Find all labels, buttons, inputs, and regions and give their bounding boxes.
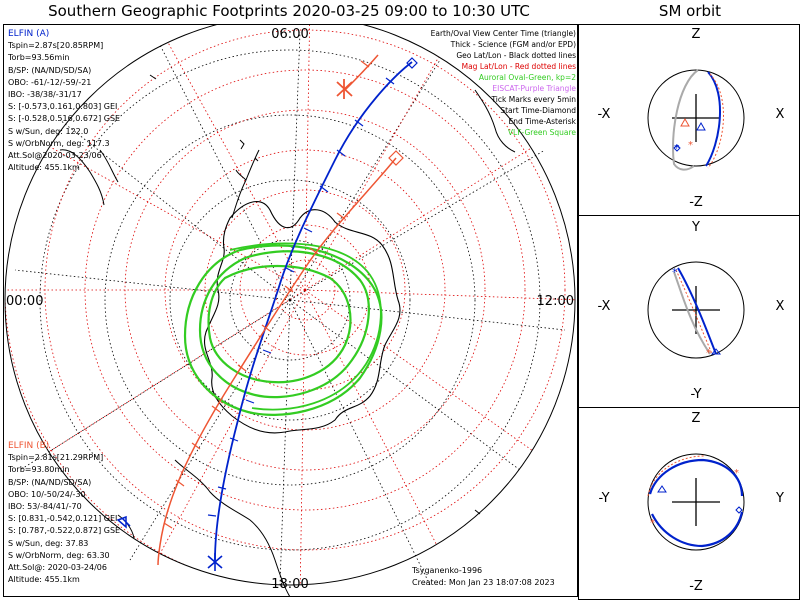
elfin-a-line: S: [-0.573,0.161,0.803] GEI xyxy=(8,102,118,112)
legend-item: Tick Marks every 5min xyxy=(491,95,576,104)
africa-coastline xyxy=(474,89,516,153)
elfin-b-line: Att.Sol@: 2020-03-24/06 xyxy=(8,563,107,573)
elfin-b-track xyxy=(157,54,404,566)
legend-item: VLF-Green Square xyxy=(507,128,576,137)
svg-text:*: * xyxy=(650,518,655,529)
legend-item: Earth/Oval View Center Time (triangle) xyxy=(430,29,576,38)
sm-axis-bottom: -Z xyxy=(689,195,703,210)
elfin-b-line: S: [0.831,-0.542,0.121] GEI xyxy=(8,514,118,524)
legend-item: Thick - Science (FGM and/or EPD) xyxy=(450,40,576,49)
sm-axis-bottom: -Y xyxy=(690,387,701,402)
sm-axis-left: -Y xyxy=(598,491,609,506)
sm-axis-left: -X xyxy=(598,107,611,122)
elfin-b-info: ELFIN (B) Tspin=2.81s[21.29RPM] Torb=93.… xyxy=(8,440,120,586)
credit-created: Created: Mon Jan 23 18:07:08 2023 xyxy=(412,578,555,588)
elfin-b-line: B/SP: (NA/ND/SD/SA) xyxy=(8,477,92,487)
elfin-a-start-diamond xyxy=(406,57,418,69)
credit-model: Tsyganenko-1996 xyxy=(412,566,483,575)
geo-grid xyxy=(14,31,566,586)
elfin-a-line: IBO: -38/38/-31/17 xyxy=(8,90,82,100)
elfin-a-line: S: [-0.528,0.516,0.672] GSE xyxy=(8,114,121,124)
svg-text:*: * xyxy=(706,348,711,359)
sm-axis-left: -X xyxy=(598,299,611,314)
elfin-b-end-asterisk xyxy=(336,79,353,99)
footprint-map-panel xyxy=(3,24,578,597)
mag-grid xyxy=(5,25,575,585)
footprint-map-canvas: 06:00 00:00 12:00 18:00 xyxy=(4,25,576,596)
legend-item: EISCAT-Purple Triangle xyxy=(492,84,576,93)
globe-outline xyxy=(4,25,576,586)
legend-item: End Time-Asterisk xyxy=(508,117,576,126)
sm-panel-1: * * Z -Z -X X xyxy=(598,27,785,210)
elfin-b-line: Altitude: 455.1km xyxy=(8,575,80,585)
elfin-a-title: ELFIN (A) xyxy=(8,29,50,39)
sm-axis-top: Z xyxy=(692,27,701,42)
sm-orbit-canvas: * * Z -Z -X X * * Y -Y -X X xyxy=(598,27,785,594)
sm-panel-2: * * Y -Y -X X xyxy=(598,220,785,402)
south-america-coastline xyxy=(117,459,291,596)
elfin-a-line: S w/Sun, deg: 122.0 xyxy=(8,126,89,136)
australia-coastline xyxy=(59,149,119,206)
sm-axis-right: X xyxy=(776,299,785,314)
svg-text:*: * xyxy=(688,140,693,151)
sm-axis-bottom: -Z xyxy=(689,579,703,594)
sm-axis-right: X xyxy=(776,107,785,122)
islands xyxy=(149,74,481,515)
page-title: Southern Geographic Footprints 2020-03-2… xyxy=(48,2,530,20)
elfin-b-line: S: [0.787,-0.522,0.872] GSE xyxy=(8,526,121,536)
elfin-a-line: OBO: -61/-12/-59/-21 xyxy=(8,77,92,87)
elfin-b-title: ELFIN (B) xyxy=(8,441,50,451)
auroral-oval xyxy=(183,242,383,416)
elfin-b-line: S w/OrbNorm, deg: 63.30 xyxy=(8,550,110,560)
elfin-b-line: IBO: 53/-84/41/-70 xyxy=(8,502,82,512)
elfin-b-line: Tspin=2.81s[21.29RPM] xyxy=(8,453,104,463)
elfin-a-track xyxy=(207,57,418,571)
sm-axis-top: Z xyxy=(692,411,701,426)
station-marker xyxy=(116,515,131,529)
elfin-a-end-asterisk xyxy=(207,553,223,571)
svg-text:*: * xyxy=(674,142,680,155)
legend-item: Auroral Oval-Green, kp=2 xyxy=(478,73,576,82)
elfin-b-line: S w/Sun, deg: 37.83 xyxy=(8,538,89,548)
sm-axis-top: Y xyxy=(691,220,700,235)
antarctic-peninsula xyxy=(231,149,260,219)
elfin-b-line: Torb=93.80min xyxy=(8,465,70,475)
svg-text:*: * xyxy=(672,266,678,279)
clock-label-bottom: 18:00 xyxy=(271,577,308,592)
elfin-a-line: B/SP: (NA/ND/SD/SA) xyxy=(8,65,92,75)
elfin-a-line: Torb=93.56min xyxy=(8,53,70,63)
sm-axis-right: Y xyxy=(775,491,784,506)
elfin-b-start-diamond xyxy=(388,150,404,166)
elfin-a-line: Tspin=2.87s[20.85RPM] xyxy=(8,41,104,51)
sm-orbit-title: SM orbit xyxy=(658,2,722,20)
legend-item: Mag Lat/Lon - Red dotted lines xyxy=(461,62,576,71)
svg-text:*: * xyxy=(734,468,739,479)
map-legend: Earth/Oval View Center Time (triangle) T… xyxy=(431,28,576,138)
clock-label-top: 06:00 xyxy=(271,27,308,42)
legend-item: Start Time-Diamond xyxy=(500,106,576,115)
elfin-a-line: S w/OrbNorm, deg: 117.3 xyxy=(8,138,110,148)
credits: Tsyganenko-1996 Created: Mon Jan 23 18:0… xyxy=(412,565,555,589)
elfin-b-line: OBO: 10/-50/24/-30 xyxy=(8,489,86,499)
sm-panel-3: * * Z -Z -Y Y xyxy=(598,411,784,594)
elfin-a-info: ELFIN (A) Tspin=2.87s[20.85RPM] Torb=93.… xyxy=(8,28,120,174)
antarctica-coastline xyxy=(204,201,401,434)
elfin-a-line: Att.Sol@2020-03-23/06 xyxy=(8,151,102,161)
clock-label-left: 00:00 xyxy=(6,294,43,309)
legend-item: Geo Lat/Lon - Black dotted lines xyxy=(456,51,576,60)
elfin-a-line: Altitude: 455.1km xyxy=(8,163,80,173)
clock-label-right: 12:00 xyxy=(537,294,574,309)
